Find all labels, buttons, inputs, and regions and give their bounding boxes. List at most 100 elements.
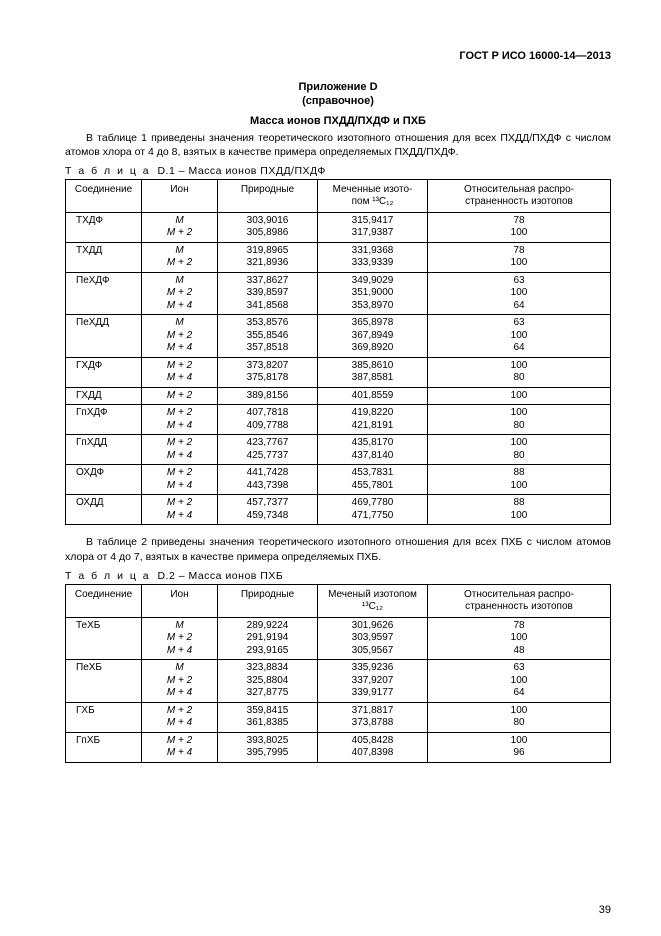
page-number: 39 bbox=[599, 904, 611, 916]
cell-ion: MM + 2M + 4 bbox=[142, 272, 218, 315]
cell-isotope: 435,8170437,8140 bbox=[318, 435, 428, 465]
cell-isotope: 405,8428407,8398 bbox=[318, 732, 428, 762]
cell-ion: M + 2M + 4 bbox=[142, 357, 218, 387]
page: ГОСТ Р ИСО 16000-14—2013 Приложение D (с… bbox=[0, 0, 661, 936]
cell-isotope: 365,8978367,8949369,8920 bbox=[318, 315, 428, 358]
cell-natural: 289,9224291,9194293,9165 bbox=[218, 617, 318, 660]
cell-ion: M + 2M + 4 bbox=[142, 495, 218, 525]
cell-natural: 323,8834325,8804327,8775 bbox=[218, 660, 318, 703]
cell-isotope: 331,9368333,9339 bbox=[318, 242, 428, 272]
section-title: Масса ионов ПХДД/ПХДФ и ПХБ bbox=[65, 115, 611, 127]
cell-isotope: 469,7780471,7750 bbox=[318, 495, 428, 525]
table-row: ТХДФMM + 2303,9016305,8986315,9417317,93… bbox=[66, 212, 611, 242]
paragraph-2: В таблице 2 приведены значения теоретиче… bbox=[65, 535, 611, 563]
cell-isotope: 301,9626303,9597305,9567 bbox=[318, 617, 428, 660]
table-row: ОХДФM + 2M + 4441,7428443,7398453,783145… bbox=[66, 465, 611, 495]
cell-natural: 359,8415361,8385 bbox=[218, 702, 318, 732]
col-compound: Соединение bbox=[66, 584, 142, 617]
cell-ion: MM + 2 bbox=[142, 212, 218, 242]
cell-natural: 319,8965321,8936 bbox=[218, 242, 318, 272]
cell-ion: MM + 2M + 4 bbox=[142, 315, 218, 358]
table-row: ПеХДДMM + 2M + 4353,8576355,8546357,8518… bbox=[66, 315, 611, 358]
cell-isotope: 401,8559 bbox=[318, 387, 428, 405]
cell-compound: ТХДФ bbox=[66, 212, 142, 242]
cell-compound: ТХДД bbox=[66, 242, 142, 272]
table-row: ОХДДM + 2M + 4457,7377459,7348469,778047… bbox=[66, 495, 611, 525]
col-natural: Природные bbox=[218, 584, 318, 617]
cell-ion: MM + 2M + 4 bbox=[142, 660, 218, 703]
cell-rel-abundance: 6310064 bbox=[428, 315, 611, 358]
cell-natural: 457,7377459,7348 bbox=[218, 495, 318, 525]
cell-compound: ПеХБ bbox=[66, 660, 142, 703]
cell-rel-abundance: 78100 bbox=[428, 212, 611, 242]
cell-compound: ПеХДД bbox=[66, 315, 142, 358]
table-row: ТеХБMM + 2M + 4289,9224291,9194293,91653… bbox=[66, 617, 611, 660]
cell-isotope: 419,8220421,8191 bbox=[318, 405, 428, 435]
cell-compound: ГХДД bbox=[66, 387, 142, 405]
cell-isotope: 385,8610387,8581 bbox=[318, 357, 428, 387]
cell-ion: M + 2M + 4 bbox=[142, 435, 218, 465]
cell-natural: 407,7818409,7788 bbox=[218, 405, 318, 435]
cell-ion: M + 2M + 4 bbox=[142, 732, 218, 762]
cell-ion: MM + 2M + 4 bbox=[142, 617, 218, 660]
cell-rel-abundance: 78100 bbox=[428, 242, 611, 272]
cell-rel-abundance: 10080 bbox=[428, 357, 611, 387]
col-natural: Природные bbox=[218, 179, 318, 212]
cell-isotope: 371,8817373,8788 bbox=[318, 702, 428, 732]
cell-rel-abundance: 10080 bbox=[428, 435, 611, 465]
cell-ion: M + 2 bbox=[142, 387, 218, 405]
table-row: ГпХДФM + 2M + 4407,7818409,7788419,82204… bbox=[66, 405, 611, 435]
table-row: ПеХБMM + 2M + 4323,8834325,8804327,87753… bbox=[66, 660, 611, 703]
cell-natural: 373,8207375,8178 bbox=[218, 357, 318, 387]
cell-isotope: 315,9417317,9387 bbox=[318, 212, 428, 242]
cell-natural: 353,8576355,8546357,8518 bbox=[218, 315, 318, 358]
table-header-row: Соединение Ион Природные Меченные изото-… bbox=[66, 179, 611, 212]
table-row: ГХБM + 2M + 4359,8415361,8385371,8817373… bbox=[66, 702, 611, 732]
cell-rel-abundance: 10080 bbox=[428, 702, 611, 732]
table-header-row: Соединение Ион Природные Меченый изотопо… bbox=[66, 584, 611, 617]
cell-rel-abundance: 88100 bbox=[428, 495, 611, 525]
col-isotope: Меченый изотопом¹³C₁₂ bbox=[318, 584, 428, 617]
table-d2-caption: Т а б л и ц а D.2 – Масса ионов ПХБ bbox=[65, 570, 611, 582]
table-d1-caption: Т а б л и ц а D.1 – Масса ионов ПХДД/ПХД… bbox=[65, 165, 611, 177]
annex-title: Приложение D bbox=[65, 80, 611, 94]
col-ion: Ион bbox=[142, 179, 218, 212]
table-row: ГХДДM + 2389,8156401,8559100 bbox=[66, 387, 611, 405]
cell-natural: 393,8025395,7995 bbox=[218, 732, 318, 762]
cell-compound: ОХДД bbox=[66, 495, 142, 525]
cell-rel-abundance: 6310064 bbox=[428, 660, 611, 703]
cell-rel-abundance: 88100 bbox=[428, 465, 611, 495]
col-ion: Ион bbox=[142, 584, 218, 617]
cell-compound: ПеХДФ bbox=[66, 272, 142, 315]
table-d1: Соединение Ион Природные Меченные изото-… bbox=[65, 179, 611, 526]
col-rel-abundance: Относительная распро-страненность изотоп… bbox=[428, 179, 611, 212]
cell-ion: M + 2M + 4 bbox=[142, 465, 218, 495]
cell-natural: 423,7767425,7737 bbox=[218, 435, 318, 465]
cell-natural: 389,8156 bbox=[218, 387, 318, 405]
cell-compound: ГХДФ bbox=[66, 357, 142, 387]
cell-ion: M + 2M + 4 bbox=[142, 702, 218, 732]
cell-rel-abundance: 6310064 bbox=[428, 272, 611, 315]
annex-subtitle: (справочное) bbox=[65, 94, 611, 108]
cell-compound: ГпХДФ bbox=[66, 405, 142, 435]
document-code: ГОСТ Р ИСО 16000-14—2013 bbox=[65, 50, 611, 62]
cell-isotope: 349,9029351,9000353,8970 bbox=[318, 272, 428, 315]
cell-ion: MM + 2 bbox=[142, 242, 218, 272]
table-row: ПеХДФMM + 2M + 4337,8627339,8597341,8568… bbox=[66, 272, 611, 315]
col-rel-abundance: Относительная распро-страненность изотоп… bbox=[428, 584, 611, 617]
col-isotope: Меченные изото-пом ¹³C₁₂ bbox=[318, 179, 428, 212]
cell-natural: 303,9016305,8986 bbox=[218, 212, 318, 242]
col-compound: Соединение bbox=[66, 179, 142, 212]
cell-rel-abundance: 100 bbox=[428, 387, 611, 405]
table-d2: Соединение Ион Природные Меченый изотопо… bbox=[65, 584, 611, 763]
cell-isotope: 335,9236337,9207339,9177 bbox=[318, 660, 428, 703]
cell-rel-abundance: 7810048 bbox=[428, 617, 611, 660]
table-row: ГпХДДM + 2M + 4423,7767425,7737435,81704… bbox=[66, 435, 611, 465]
cell-compound: ГпХДД bbox=[66, 435, 142, 465]
cell-rel-abundance: 10080 bbox=[428, 405, 611, 435]
cell-natural: 337,8627339,8597341,8568 bbox=[218, 272, 318, 315]
table-row: ГХДФM + 2M + 4373,8207375,8178385,861038… bbox=[66, 357, 611, 387]
cell-natural: 441,7428443,7398 bbox=[218, 465, 318, 495]
cell-ion: M + 2M + 4 bbox=[142, 405, 218, 435]
cell-compound: ТеХБ bbox=[66, 617, 142, 660]
